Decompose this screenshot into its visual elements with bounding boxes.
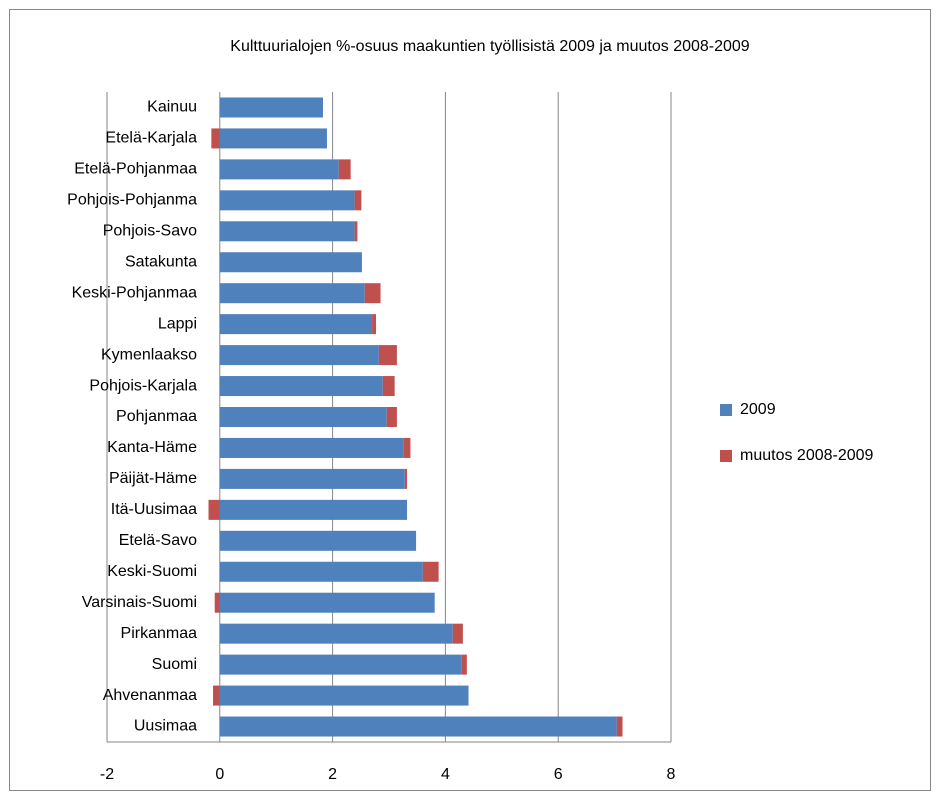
y-tick-label: Keski-Suomi [107,563,197,580]
bar [354,190,362,211]
x-tick-label: 4 [441,766,450,783]
y-tick-label: Varsinais-Suomi [82,594,197,611]
x-tick-label: 0 [215,766,224,783]
bar [219,221,355,242]
bar [219,437,404,458]
y-tick-label: Lappi [158,315,197,332]
bar [403,437,411,458]
bar [219,283,365,304]
bar [382,376,395,397]
bar [219,499,408,520]
bar [616,716,623,737]
bar [219,561,423,582]
y-tick-label: Pohjois-Savo [103,223,197,240]
x-tick-label: 8 [667,766,676,783]
bar [219,252,362,273]
chart-title: Kulttuurialojen %-osuus maakuntien työll… [230,38,750,55]
y-tick-label: Etelä-Pohjanmaa [74,161,197,178]
y-tick-label: Kanta-Häme [107,439,197,456]
legend-swatch [720,404,732,416]
y-tick-label: Pohjois-Karjala [89,377,197,394]
bar [219,716,617,737]
y-tick-label: Satakunta [125,253,197,270]
bar [208,499,220,520]
y-tick-label: Etelä-Savo [119,532,197,549]
bar [219,128,327,149]
bar [219,97,324,118]
y-tick-label: Kainuu [147,99,197,116]
bar [211,128,220,149]
y-tick-label: Pohjanmaa [116,408,197,425]
bar [219,376,383,397]
y-tick-label: Pohjois-Pohjanma [67,192,197,209]
legend-swatch [720,450,732,462]
bar [219,314,373,335]
bar [219,685,469,706]
y-tick-label: Suomi [152,656,197,673]
y-tick-label: Keski-Pohjanmaa [72,284,198,301]
y-tick-label: Pirkanmaa [121,625,198,642]
y-tick-label: Itä-Uusimaa [111,501,197,518]
x-tick-label: -2 [100,766,114,783]
legend-label: 2009 [740,401,776,418]
bar [219,592,435,613]
chart-border [9,9,931,791]
y-tick-label: Etelä-Karjala [105,130,197,147]
bar [219,159,339,180]
y-tick-label: Kymenlaakso [101,346,197,363]
bar [219,623,453,644]
x-tick-label: 6 [554,766,563,783]
x-tick-label: 2 [328,766,337,783]
bar [461,654,467,675]
y-tick-label: Ahvenanmaa [103,687,197,704]
bar [219,407,387,427]
legend-label: muutos 2008-2009 [740,447,874,464]
y-tick-label: Päijät-Häme [109,470,197,487]
bar [219,530,417,551]
bar [404,468,408,489]
y-tick-label: Uusimaa [134,718,197,735]
bar [354,221,358,242]
bar [338,159,351,180]
bar [219,190,355,211]
bar [386,407,397,427]
bar [452,623,463,644]
bar [219,345,379,366]
bar [214,592,220,613]
bar [378,345,397,366]
bar [422,561,439,582]
bar [372,314,377,335]
bar [213,685,220,706]
bar [219,468,405,489]
bar [364,283,381,304]
bar [219,654,462,675]
